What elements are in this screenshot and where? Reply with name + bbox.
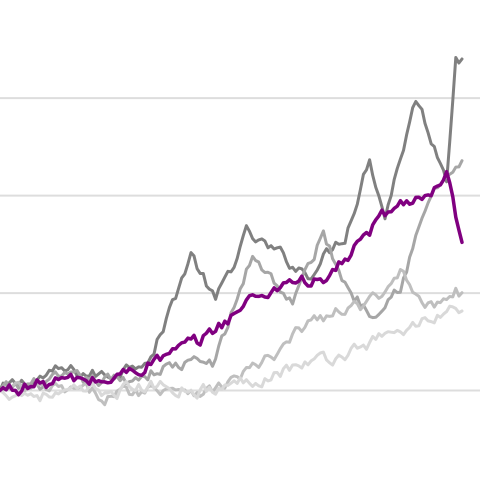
series-line-2 [0,159,464,392]
series-group [0,56,464,407]
series-line-3 [0,169,464,397]
series-line-5 [0,304,464,403]
series-line-1 [0,56,464,392]
